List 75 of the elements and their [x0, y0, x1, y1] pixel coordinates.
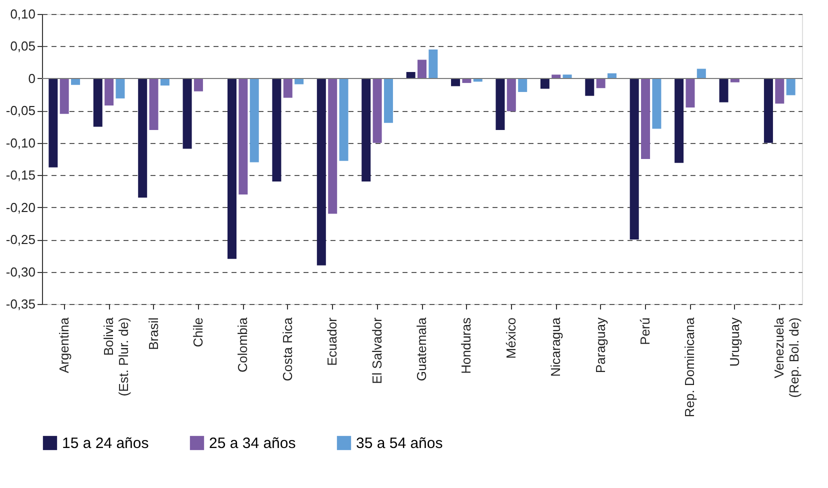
bar [630, 78, 639, 240]
bar [596, 78, 606, 88]
bar [585, 78, 594, 96]
bar [786, 78, 796, 96]
x-tick-label: Venezuela (Rep. Bol. de) [772, 316, 802, 398]
bar [238, 78, 248, 194]
bar [686, 78, 695, 108]
x-tick-label: Uruguay [726, 317, 742, 367]
bar [283, 78, 292, 98]
x-tick-label: Costa Rica [280, 316, 295, 382]
bar [316, 78, 326, 266]
bar [93, 78, 102, 127]
x-tick-label: Rep. Dominicana [682, 316, 698, 418]
x-tick-label: México [503, 318, 518, 359]
bar [182, 78, 192, 149]
bar [48, 78, 58, 168]
bar [116, 78, 125, 98]
x-tick-label: Honduras [458, 317, 474, 374]
legend-label: 35 a 54 años [356, 435, 443, 452]
y-tick-label: 0,05 [10, 38, 36, 54]
bar [194, 78, 203, 92]
bar [674, 78, 684, 163]
bar [641, 78, 650, 159]
y-tick-label: -0,15 [6, 168, 36, 183]
y-tick-label: -0,05 [6, 103, 36, 118]
x-tick-label: Bolivia (Est. Plur. de) [101, 316, 132, 396]
x-tick-label: Colombia [235, 316, 250, 372]
bar [418, 60, 426, 78]
bar [764, 78, 773, 143]
x-tick-label: Argentina [56, 316, 72, 374]
bar [540, 78, 550, 89]
bar [775, 78, 784, 104]
bar [652, 78, 662, 129]
bar [406, 72, 416, 78]
y-tick-label: 0,10 [10, 6, 36, 22]
bar [506, 78, 516, 112]
bar [328, 78, 338, 214]
y-tick-label: -0,25 [6, 232, 36, 248]
bar [228, 78, 236, 259]
bar [730, 78, 740, 82]
bar [384, 78, 393, 123]
bar [562, 74, 572, 78]
bar [104, 78, 114, 106]
x-tick-label: Perú [638, 318, 653, 345]
x-tick-label: Nicaragua [548, 316, 564, 377]
bar [372, 78, 382, 143]
x-tick-label: Paraguay [592, 317, 608, 374]
bar [339, 78, 348, 161]
bar [496, 78, 505, 130]
bar [149, 78, 158, 130]
bar [719, 78, 728, 102]
bar [552, 74, 561, 78]
bar [60, 78, 69, 114]
bar [250, 78, 259, 162]
bar [272, 78, 282, 182]
x-tick-label: Guatemala [414, 316, 429, 382]
bar [138, 78, 148, 198]
bar [160, 78, 170, 86]
bar [362, 78, 371, 182]
y-tick-label: -0,35 [6, 296, 36, 312]
x-tick-label: El Salvador [369, 316, 384, 384]
y-tick-label: 0 [28, 70, 36, 86]
legend-label: 25 a 34 años [209, 435, 296, 452]
bar [518, 78, 528, 92]
x-tick-label: Ecuador [324, 316, 340, 366]
bar [428, 49, 438, 78]
bar [451, 78, 460, 86]
x-tick-label: Brasil [146, 317, 161, 350]
y-tick-label: -0,10 [6, 135, 36, 150]
bar [696, 68, 706, 78]
bar [71, 78, 80, 85]
y-tick-label: -0,30 [6, 264, 36, 280]
y-tick-label: -0,20 [6, 200, 36, 215]
legend-label: 15 a 24 años [62, 435, 149, 452]
x-tick-label: Chile [190, 318, 206, 348]
